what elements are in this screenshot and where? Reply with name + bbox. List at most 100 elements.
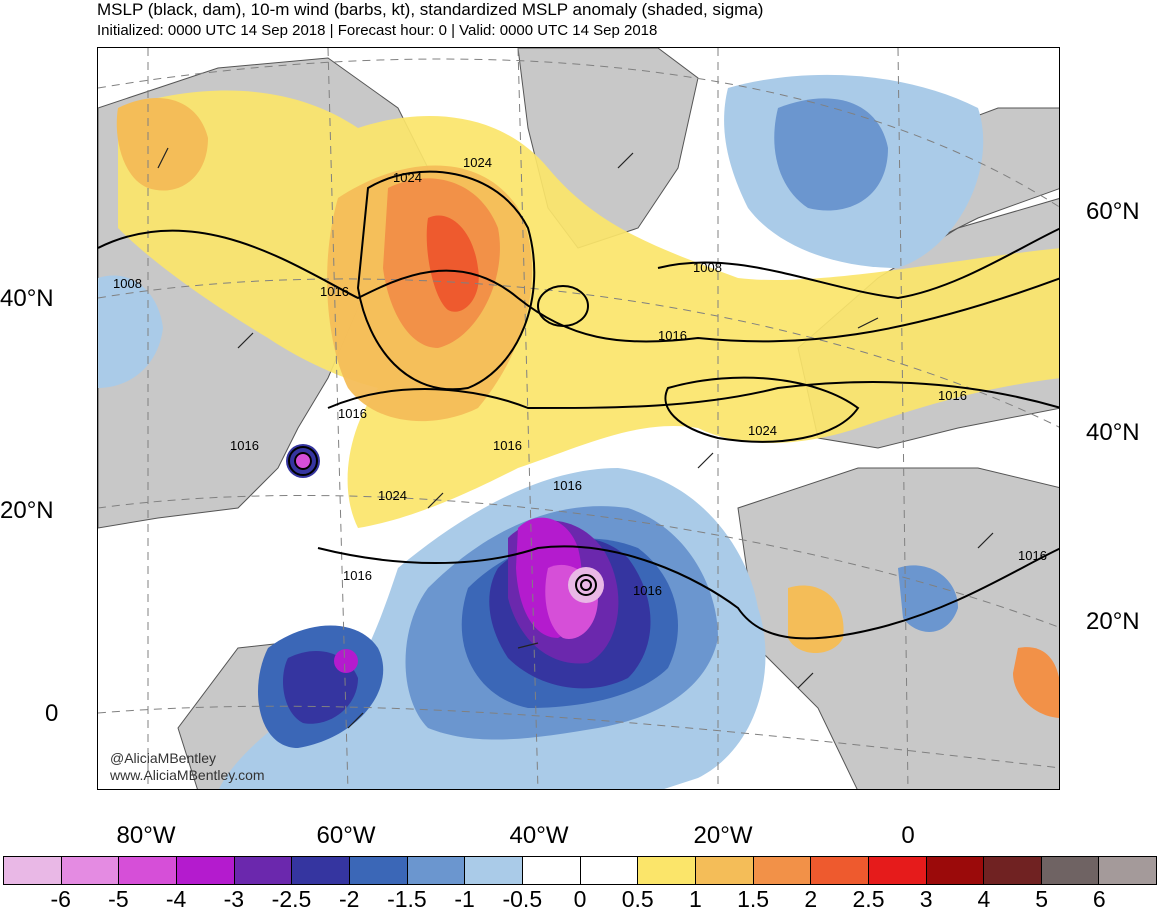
colorbar-tick-label: 0 — [573, 886, 587, 912]
map-subtitle: Initialized: 0000 UTC 14 Sep 2018 | Fore… — [97, 22, 658, 39]
colorbar-tick-label: -1.5 — [387, 886, 427, 912]
anomaly-red-center — [426, 215, 479, 312]
colorbar-cell — [1041, 857, 1100, 884]
colorbar-tick-label: 3 — [919, 886, 933, 912]
colorbar-tick-label: 1.5 — [737, 886, 770, 912]
colorbar-cell — [638, 857, 696, 884]
lon-label-0: 0 — [901, 822, 915, 849]
anomaly-magenta-caribbean — [334, 649, 358, 673]
lon-line-60w — [327, 48, 349, 789]
isobar-east-coast-1 — [288, 446, 318, 476]
isobar-label: 1008 — [693, 260, 722, 275]
isobar-florence-2 — [580, 579, 592, 591]
map-panel[interactable]: 1008 1016 1024 1016 1016 1024 1024 1016 1016 1016… — [97, 47, 1060, 790]
isobar-1024-greenland — [356, 170, 536, 391]
map-svg — [98, 48, 1059, 789]
isobar-florence-1 — [575, 574, 597, 596]
isobar-label: 1024 — [748, 423, 777, 438]
isobar-label: 1008 — [113, 276, 142, 291]
map-title: MSLP (black, dam), 10-m wind (barbs, kt)… — [97, 0, 764, 19]
colorbar-cell — [580, 857, 639, 884]
lat-label-right-20n: 20°N — [1086, 608, 1140, 635]
wind-barb — [697, 452, 714, 469]
isobar-label: 1024 — [463, 155, 492, 170]
isobar-1008-north — [657, 227, 1059, 300]
isobar-label: 1016 — [1018, 548, 1047, 563]
wind-barb — [857, 317, 879, 329]
colorbar-cell — [868, 857, 927, 884]
credit-handle: @AliciaMBentley — [110, 750, 217, 766]
colorbar-tick-label: 6 — [1092, 886, 1106, 912]
graticule-layer — [98, 48, 1059, 789]
colorbar-cell — [1099, 857, 1157, 884]
isobar-label: 1016 — [343, 568, 372, 583]
wind-barb — [617, 152, 634, 169]
anomaly-blue-west-coast — [98, 275, 163, 388]
colorbar-tick-label: -0.5 — [502, 886, 543, 912]
isobar-label: 1024 — [378, 488, 407, 503]
isobar-label: 1024 — [393, 170, 422, 185]
lat-label-right-40n: 40°N — [1086, 419, 1140, 446]
colorbar-cell — [753, 857, 812, 884]
wind-barb — [237, 332, 254, 349]
colorbar-cell — [234, 857, 293, 884]
lat-label-right-60n: 60°N — [1086, 198, 1140, 225]
colorbar-tick-label: 2 — [804, 886, 818, 912]
colorbar-labels: -6 -5 -4 -3 -2.5 -2 -1.5 -1 -0.5 0 0.5 1 1.5 2 2.5 3 4 5 6 — [3, 886, 1157, 912]
wind-barb — [427, 492, 444, 509]
lon-line-40w — [517, 48, 539, 789]
colorbar-tick-label: -1 — [454, 886, 475, 912]
isobar-layer — [98, 170, 1059, 640]
wind-barbs-layer — [157, 147, 994, 729]
land-africa — [737, 467, 1059, 789]
colorbar-cell — [695, 857, 754, 884]
colorbar-cell — [407, 857, 466, 884]
colorbar-tick-label: 2.5 — [852, 886, 885, 912]
isobar-iceland-low — [537, 285, 589, 327]
anomaly-blue-africa — [898, 565, 958, 632]
lon-label-40w: 40°W — [509, 822, 569, 849]
anomaly-orange-se — [1013, 647, 1059, 718]
isobar-label: 1016 — [338, 406, 367, 421]
isobar-label: 1016 — [320, 284, 349, 299]
lat-line-60n — [98, 58, 1059, 208]
isobar-label: 1016 — [633, 583, 662, 598]
isobar-1024-east — [664, 376, 860, 443]
wind-barb — [347, 712, 364, 729]
lat-line-0 — [98, 705, 1059, 769]
isobar-label: 1016 — [230, 438, 259, 453]
colorbar-tick-label: -2.5 — [271, 886, 312, 912]
credit-block: @AliciaMBentley www.AliciaMBentley.com — [110, 750, 265, 784]
isobar-1016-atlantic — [317, 545, 1059, 640]
anomaly-center-florence — [568, 567, 604, 603]
lat-label-left-0: 0 — [45, 700, 59, 727]
anomaly-orange-nw — [116, 98, 208, 191]
lon-label-80w: 80°W — [116, 822, 176, 849]
colorbar-cell — [292, 857, 350, 884]
colorbar-cell — [176, 857, 235, 884]
lat-line-40n — [98, 278, 1059, 428]
colorbar-tick-label: 0.5 — [621, 886, 654, 912]
isobar-label: 1016 — [553, 478, 582, 493]
colorbar-cell — [926, 857, 985, 884]
colorbar-cell — [4, 857, 62, 884]
colorbar-tick-label: -2 — [338, 886, 360, 912]
isobar-label: 1016 — [493, 438, 522, 453]
isobar-label: 1016 — [658, 328, 687, 343]
colorbar-cell — [984, 857, 1042, 884]
colorbar-tick-label: 5 — [1035, 886, 1048, 912]
isobar-1016-mid — [327, 381, 1059, 410]
colorbar-tick-label: 1 — [688, 886, 702, 912]
lat-line-20n — [98, 494, 1059, 628]
colorbar-cell — [811, 857, 869, 884]
isobar-label: 1016 — [938, 388, 967, 403]
lat-label-left-20n: 20°N — [0, 497, 54, 524]
isobar-east-coast-2 — [294, 452, 312, 470]
anomaly-storm-east-coast-core — [294, 452, 312, 470]
wind-barb — [157, 147, 169, 169]
isobar-1016-north — [98, 229, 1059, 343]
wind-barb — [517, 642, 539, 649]
colorbar-tick-label: -6 — [50, 886, 71, 912]
wind-barb — [797, 672, 814, 689]
colorbar-tick-label: -4 — [165, 886, 187, 912]
